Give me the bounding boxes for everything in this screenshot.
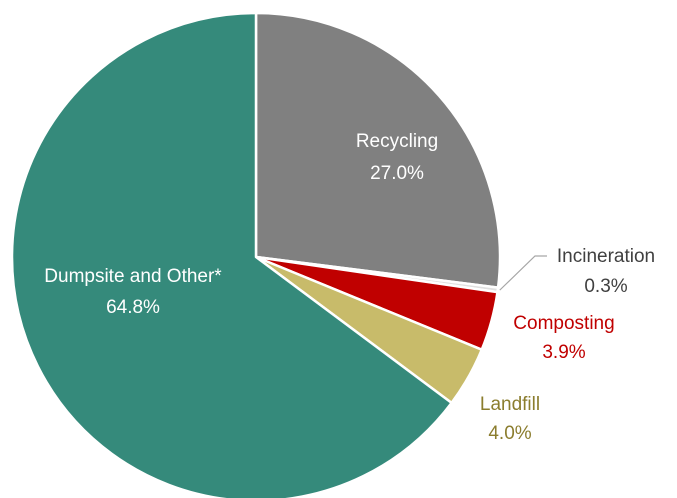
pie-slices xyxy=(10,11,502,498)
slice-labels: Recycling 27.0% Incineration 0.3% Composting… xyxy=(44,131,655,444)
leader-line-incineration xyxy=(499,255,547,291)
slice-label-recycling: Recycling xyxy=(356,131,438,152)
slice-recycling xyxy=(254,11,502,289)
slice-dumpsite-and-other xyxy=(10,11,453,498)
slice-value-landfill: 4.0% xyxy=(488,423,531,444)
slice-value-composting: 3.9% xyxy=(542,342,585,363)
slice-label-landfill: Landfill xyxy=(480,394,540,415)
slice-label-composting: Composting xyxy=(513,313,614,334)
slice-value-recycling: 27.0% xyxy=(370,163,424,184)
slice-label-incineration: Incineration xyxy=(557,246,655,267)
slice-value-dumpsite-and-other: 64.8% xyxy=(106,297,160,318)
slice-label-dumpsite-and-other: Dumpsite and Other* xyxy=(44,266,222,287)
leader-lines xyxy=(499,255,547,291)
slice-value-incineration: 0.3% xyxy=(584,276,627,297)
